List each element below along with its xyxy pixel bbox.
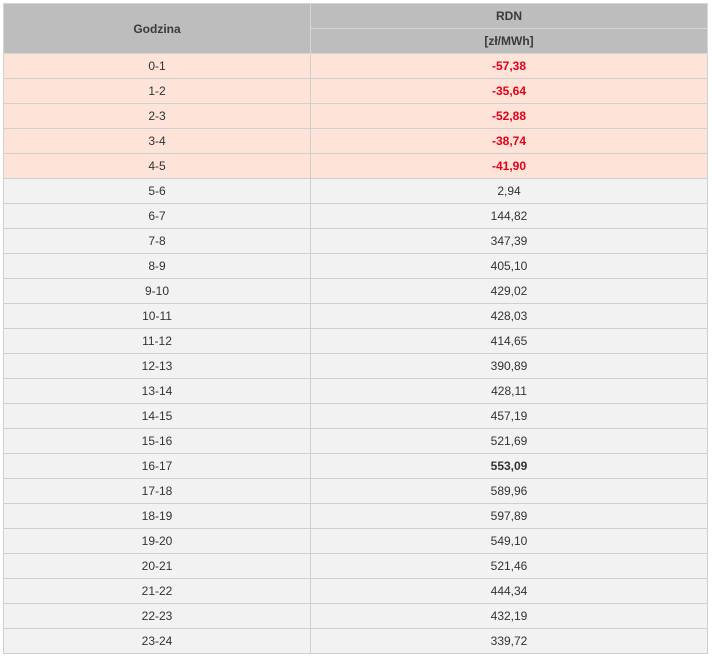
hour-cell: 23-24 (3, 628, 311, 654)
table-row: 8-9 405,10 (3, 253, 708, 279)
table-row: 7-8 347,39 (3, 228, 708, 254)
table-row: 11-12 414,65 (3, 328, 708, 354)
table-row: 16-17 553,09 (3, 453, 708, 479)
hour-cell: 10-11 (3, 303, 311, 329)
hour-cell: 7-8 (3, 228, 311, 254)
header-row-top: Godzina RDN (3, 3, 708, 54)
price-cell: -57,38 (310, 53, 708, 79)
price-table-container: Godzina RDN [zł/MWh] 0-1 -57,38 1-2 -35,64 2… (3, 3, 708, 654)
table-row: 15-16 521,69 (3, 428, 708, 454)
hour-column-header: Godzina (3, 3, 311, 54)
price-cell: 553,09 (310, 453, 708, 479)
price-cell: 414,65 (310, 328, 708, 354)
hour-cell: 9-10 (3, 278, 311, 304)
table-row: 4-5 -41,90 (3, 153, 708, 179)
price-cell: 2,94 (310, 178, 708, 204)
table-row: 9-10 429,02 (3, 278, 708, 304)
table-row: 19-20 549,10 (3, 528, 708, 554)
table-row: 0-1 -57,38 (3, 53, 708, 79)
hour-cell: 8-9 (3, 253, 311, 279)
market-column-header: RDN (310, 3, 708, 29)
hour-cell: 11-12 (3, 328, 311, 354)
hour-cell: 15-16 (3, 428, 311, 454)
hour-cell: 0-1 (3, 53, 311, 79)
table-row: 23-24 339,72 (3, 628, 708, 654)
hour-cell: 19-20 (3, 528, 311, 554)
price-cell: -52,88 (310, 103, 708, 129)
table-row: 20-21 521,46 (3, 553, 708, 579)
price-cell: 429,02 (310, 278, 708, 304)
table-row: 5-6 2,94 (3, 178, 708, 204)
hour-cell: 17-18 (3, 478, 311, 504)
price-cell: 597,89 (310, 503, 708, 529)
table-row: 12-13 390,89 (3, 353, 708, 379)
price-cell: 428,03 (310, 303, 708, 329)
hour-cell: 21-22 (3, 578, 311, 604)
price-cell: 521,46 (310, 553, 708, 579)
hour-cell: 12-13 (3, 353, 311, 379)
table-row: 3-4 -38,74 (3, 128, 708, 154)
price-cell: 405,10 (310, 253, 708, 279)
hour-cell: 1-2 (3, 78, 311, 104)
table-row: 1-2 -35,64 (3, 78, 708, 104)
table-row: 13-14 428,11 (3, 378, 708, 404)
price-cell: 390,89 (310, 353, 708, 379)
price-cell: 549,10 (310, 528, 708, 554)
price-cell: 347,39 (310, 228, 708, 254)
price-cell: 144,82 (310, 203, 708, 229)
price-cell: 444,34 (310, 578, 708, 604)
table-body: 0-1 -57,38 1-2 -35,64 2-3 -52,88 3-4 -38,74 4-5-… (3, 53, 708, 654)
hour-cell: 20-21 (3, 553, 311, 579)
price-cell: 521,69 (310, 428, 708, 454)
hourly-price-table: Godzina RDN [zł/MWh] 0-1 -57,38 1-2 -35,64 2… (3, 3, 708, 654)
price-cell: 339,72 (310, 628, 708, 654)
hour-cell: 22-23 (3, 603, 311, 629)
table-row: 22-23 432,19 (3, 603, 708, 629)
price-cell: 428,11 (310, 378, 708, 404)
header-row-unit: [zł/MWh] (4, 28, 708, 54)
price-cell: 589,96 (310, 478, 708, 504)
table-row: 17-18 589,96 (3, 478, 708, 504)
table-row: 6-7 144,82 (3, 203, 708, 229)
table-row: 10-11 428,03 (3, 303, 708, 329)
hour-cell: 13-14 (3, 378, 311, 404)
price-cell: -35,64 (310, 78, 708, 104)
hour-cell: 6-7 (3, 203, 311, 229)
hour-cell: 3-4 (3, 128, 311, 154)
hour-cell: 18-19 (3, 503, 311, 529)
hour-cell: 5-6 (3, 178, 311, 204)
unit-column-header: [zł/MWh] (310, 28, 708, 54)
table-row: 2-3 -52,88 (3, 103, 708, 129)
hour-cell: 4-5 (3, 153, 311, 179)
price-cell: -41,90 (310, 153, 708, 179)
hour-cell: 14-15 (3, 403, 311, 429)
hour-cell: 2-3 (3, 103, 311, 129)
table-header: Godzina RDN [zł/MWh] (3, 3, 708, 54)
hour-cell: 16-17 (3, 453, 311, 479)
table-row: 21-22 444,34 (3, 578, 708, 604)
price-cell: 457,19 (310, 403, 708, 429)
table-row: 18-19 597,89 (3, 503, 708, 529)
price-cell: 432,19 (310, 603, 708, 629)
price-cell: -38,74 (310, 128, 708, 154)
table-row: 14-15 457,19 (3, 403, 708, 429)
